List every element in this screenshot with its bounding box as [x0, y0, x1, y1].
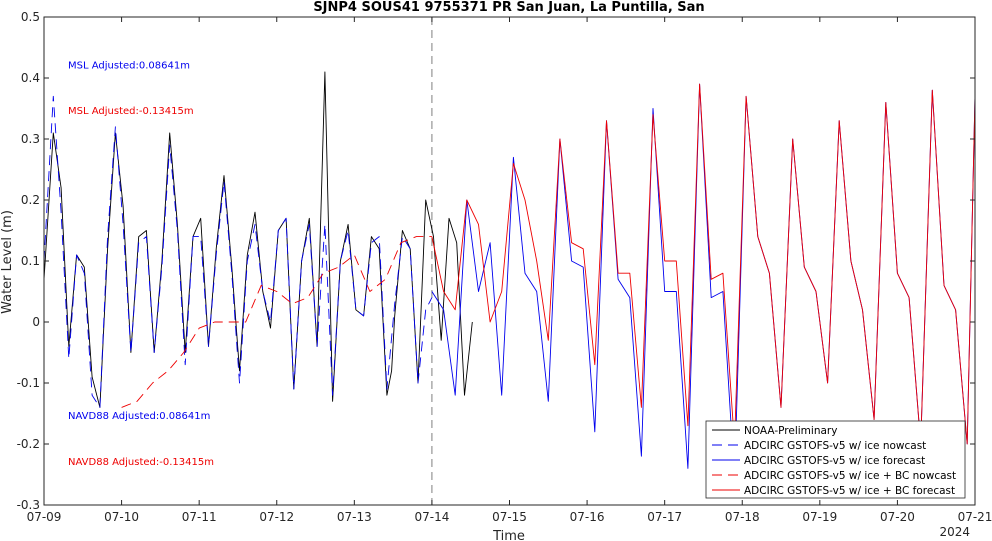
series-line-3 [121, 236, 432, 408]
x-tick-label-4: 07-13 [337, 510, 372, 524]
x-tick-label-2: 07-11 [182, 510, 217, 524]
y-tick-label-5: 0.2 [21, 193, 40, 207]
annotation-2: NAVD88 Adjusted:0.08641m [68, 411, 210, 422]
x-tick-label-9: 07-18 [725, 510, 760, 524]
x-axis-label: Time [492, 529, 525, 541]
annotation-1: MSL Adjusted:-0.13415m [68, 106, 194, 117]
x-tick-label-8: 07-17 [647, 510, 682, 524]
x-tick-label-10: 07-19 [802, 510, 837, 524]
series-line-1 [43, 95, 433, 408]
x-tick-label-1: 07-10 [104, 510, 139, 524]
series-line-4 [431, 83, 976, 445]
legend-label-2: ADCIRC GSTOFS-v5 w/ ice forecast [744, 455, 925, 467]
x-tick-label-7: 07-16 [570, 510, 605, 524]
y-tick-label-4: 0.1 [21, 254, 40, 268]
x-year-label: 2024 [939, 525, 970, 539]
series-layer [43, 71, 976, 482]
y-tick-label-6: 0.3 [21, 132, 40, 146]
legend-label-0: NOAA-Preliminary [744, 425, 837, 437]
legend-label-3: ADCIRC GSTOFS-v5 w/ ice + BC nowcast [744, 470, 956, 482]
y-axis-label: Water Level (m) [0, 210, 15, 314]
x-tick-label-11: 07-20 [880, 510, 915, 524]
annotation-3: NAVD88 Adjusted:-0.13415m [68, 457, 214, 468]
x-tick-label-0: 07-09 [27, 510, 62, 524]
axes: -0.3 -0.2 -0.1 0 0.1 0.2 0.3 0.4 0.5 07-09 07-10 07… [17, 10, 992, 539]
y-tick-label-3: 0 [32, 315, 40, 329]
legend-box [705, 420, 966, 499]
y-tick-label-0: -0.3 [17, 498, 40, 512]
legend: NOAA-Preliminary ADCIRC GSTOFS-v5 w/ ice … [705, 420, 966, 499]
x-tick-label-12: 07-21 [958, 510, 992, 524]
y-tick-label-2: -0.1 [17, 376, 40, 390]
y-tick-label-1: -0.2 [17, 437, 40, 451]
legend-label-4: ADCIRC GSTOFS-v5 w/ ice + BC forecast [744, 485, 955, 497]
chart-title: SJNP4 SOUS41 9755371 PR San Juan, La Pun… [313, 0, 704, 15]
x-tick-label-3: 07-12 [259, 510, 294, 524]
y-tick-label-7: 0.4 [21, 71, 40, 85]
legend-label-1: ADCIRC GSTOFS-v5 w/ ice nowcast [744, 440, 926, 452]
x-tick-label-6: 07-15 [492, 510, 527, 524]
x-tick-label-5: 07-14 [414, 510, 449, 524]
annotation-0: MSL Adjusted:0.08641m [68, 60, 190, 71]
annotations: MSL Adjusted:0.08641m MSL Adjusted:-0.134… [68, 60, 214, 468]
y-tick-label-8: 0.5 [21, 10, 40, 24]
